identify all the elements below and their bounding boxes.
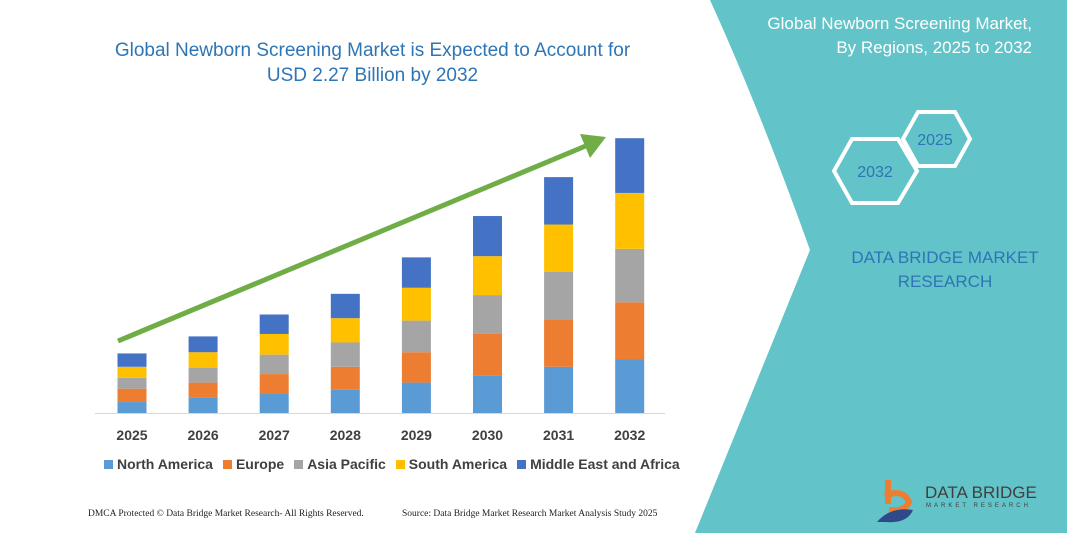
bar-segment-2027-1 <box>259 374 289 394</box>
legend-label: North America <box>117 456 213 472</box>
legend-label: Asia Pacific <box>307 456 386 472</box>
hexagon-2025 <box>900 110 973 168</box>
bar-segment-2028-4 <box>330 293 360 319</box>
footer-copyright: DMCA Protected © Data Bridge Market Rese… <box>88 509 364 519</box>
bar-segment-2032-1 <box>615 302 645 360</box>
footer-source: Source: Data Bridge Market Research Mark… <box>402 509 658 519</box>
side-title-line2: By Regions, 2025 to 2032 <box>836 38 1032 57</box>
legend-item: Middle East and Africa <box>517 456 680 472</box>
bar-segment-2032-0 <box>615 359 645 413</box>
bar-segment-2028-3 <box>330 318 360 343</box>
legend-item: South America <box>395 456 508 472</box>
bar-segment-2032-4 <box>615 138 645 193</box>
bar-segment-2032-3 <box>615 192 645 249</box>
bar-segment-2026-0 <box>188 397 218 413</box>
bar-segment-2027-2 <box>259 354 289 375</box>
legend-label: South America <box>408 456 508 472</box>
bar-segment-2031-1 <box>544 319 574 367</box>
x-tick-label: 2029 <box>401 427 432 443</box>
trend-arrow-line <box>117 142 589 344</box>
legend-swatch <box>294 459 304 469</box>
legend-swatch <box>395 459 405 469</box>
legend-item: Asia Pacific <box>294 456 386 472</box>
bar-segment-2028-0 <box>330 389 360 413</box>
bar-segment-2027-3 <box>259 333 289 355</box>
bar-segment-2029-1 <box>401 352 431 383</box>
bar-segment-2031-3 <box>544 224 574 272</box>
x-tick-label: 2025 <box>116 427 147 443</box>
bar-segment-2026-2 <box>188 368 218 383</box>
bar-segment-2026-1 <box>188 382 218 398</box>
bar-segment-2030-4 <box>473 216 502 257</box>
bar-segment-2029-2 <box>401 320 431 353</box>
data-bridge-logo-icon <box>877 480 913 523</box>
bar-segment-2027-4 <box>259 314 289 334</box>
bar-segment-2032-2 <box>615 248 645 303</box>
bar-segment-2026-3 <box>188 352 218 369</box>
bar-segment-2025-3 <box>117 366 147 378</box>
legend-swatch <box>104 459 113 469</box>
bar-segment-2029-3 <box>401 287 431 321</box>
chart-title: Global Newborn Screening Market is Expec… <box>114 40 631 86</box>
bar-segment-2027-0 <box>259 393 289 413</box>
bar-segment-2031-4 <box>544 177 574 225</box>
bar-segment-2029-4 <box>401 257 431 288</box>
side-title-line1: Global Newborn Screening Market, <box>767 14 1032 33</box>
legend-swatch <box>222 459 232 469</box>
bar-segment-2025-0 <box>117 402 147 413</box>
bar-segment-2030-1 <box>473 333 502 376</box>
brand-line1: DATA BRIDGE MARKET <box>851 248 1039 267</box>
bar-segment-2031-0 <box>544 366 574 413</box>
side-panel-title: Global Newborn Screening Market, By Regi… <box>767 12 1032 60</box>
legend-label: Middle East and Africa <box>530 456 680 472</box>
bar-segment-2030-0 <box>473 375 502 413</box>
bar-segment-2030-3 <box>473 256 502 296</box>
bar-segment-2028-1 <box>330 366 360 390</box>
hexagon-2032-label: 2032 <box>857 164 893 181</box>
x-tick-label: 2027 <box>259 427 290 443</box>
bar-segment-2031-2 <box>544 271 574 320</box>
x-tick-label: 2030 <box>472 427 503 443</box>
stacked-bar-chart: 2025 2026 2027 2028 2029 2030 2031 2032 <box>95 134 665 443</box>
bar-segment-2025-4 <box>117 353 147 367</box>
bar-segment-2026-4 <box>188 336 218 353</box>
bar-segment-2025-2 <box>117 377 147 389</box>
logo-sub: MARKET RESEARCH <box>926 503 1031 509</box>
legend-item: Europe <box>222 456 285 472</box>
brand-text: DATA BRIDGE MARKET RESEARCH <box>830 246 1060 294</box>
hexagon-2032 <box>831 137 920 205</box>
bar-segment-2030-2 <box>473 295 502 334</box>
x-tick-label: 2028 <box>330 427 361 443</box>
logo-name: DATA BRIDGE <box>925 483 1037 502</box>
legend-item: North America <box>104 456 213 472</box>
legend-label: Europe <box>235 456 285 472</box>
hexagon-2025-label: 2025 <box>917 132 953 149</box>
legend: North America Europe Asia Pacific South Ame… <box>104 456 680 472</box>
brand-line2: RESEARCH <box>897 272 993 291</box>
trend-arrow-head-icon <box>580 134 606 158</box>
bar-segment-2025-1 <box>117 388 147 403</box>
x-tick-label: 2026 <box>188 427 219 443</box>
x-tick-label: 2032 <box>614 427 645 443</box>
bar-segment-2029-0 <box>401 382 431 413</box>
x-tick-label: 2031 <box>543 427 574 443</box>
legend-swatch <box>517 459 527 469</box>
bar-segment-2028-2 <box>330 342 360 367</box>
